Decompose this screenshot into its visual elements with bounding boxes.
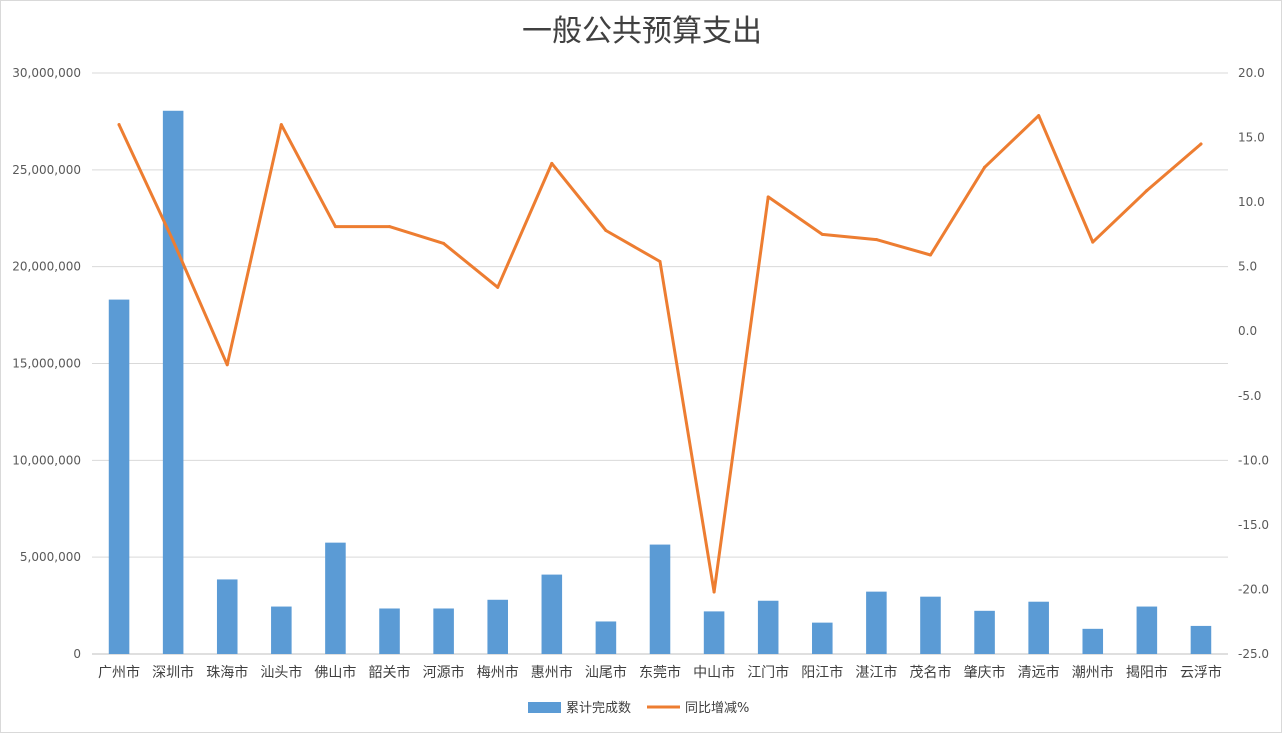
bar: [325, 542, 346, 654]
legend-bar-swatch: [528, 702, 561, 713]
line-point: [388, 225, 392, 229]
right-tick-label: 20.0: [1238, 66, 1265, 80]
line-point: [658, 260, 662, 264]
category-label: 茂名市: [909, 664, 951, 681]
category-label: 中山市: [693, 664, 735, 681]
bar: [757, 600, 779, 654]
right-tick-label: -10.0: [1238, 453, 1269, 467]
line-point: [117, 123, 121, 127]
bar: [1190, 625, 1212, 654]
line-point: [928, 253, 932, 257]
category-label: 清远市: [1018, 664, 1060, 681]
bar: [812, 622, 833, 654]
category-label: 汕头市: [260, 664, 302, 681]
category-label: 梅州市: [477, 664, 519, 681]
line-point: [1199, 142, 1203, 146]
bar: [1136, 606, 1158, 654]
line-point: [333, 225, 337, 229]
category-label: 阳江市: [801, 664, 843, 681]
line-point: [766, 195, 770, 199]
line-point: [820, 232, 824, 236]
bar: [162, 110, 184, 654]
category-label: 揭阳市: [1126, 664, 1168, 681]
line-point: [171, 239, 175, 243]
bar: [920, 596, 941, 654]
bar: [1082, 628, 1104, 654]
left-tick-label: 0: [73, 647, 81, 661]
left-tick-label: 30,000,000: [12, 66, 81, 80]
bar: [271, 606, 292, 654]
category-label: 深圳市: [152, 664, 194, 681]
bar: [433, 608, 454, 654]
left-tick-label: 25,000,000: [12, 163, 81, 177]
bar: [649, 544, 671, 654]
category-label: 韶关市: [369, 664, 411, 681]
chart-title: 一般公共预算支出: [522, 14, 762, 49]
left-tick-label: 5,000,000: [20, 550, 81, 564]
bar: [703, 611, 725, 654]
line-point: [874, 238, 878, 242]
left-tick-label: 20,000,000: [12, 260, 81, 274]
legend-line-label: 同比增减%: [685, 701, 749, 716]
legend: 累计完成数 同比增减%: [528, 701, 749, 716]
right-tick-label: 15.0: [1238, 131, 1265, 145]
line-point: [550, 161, 554, 165]
series-line: [117, 114, 1203, 594]
line-point: [1091, 240, 1095, 244]
category-labels: 广州市 深圳市 珠海市 汕头市 佛山市 韶关市 河源市 梅州市 惠州市 汕尾市 东莞市 中山市 江门市阳…: [98, 664, 1222, 681]
category-label: 惠州市: [531, 664, 573, 681]
line-point: [442, 241, 446, 245]
line-point: [1145, 188, 1149, 192]
bar: [974, 610, 995, 654]
category-label: 云浮市: [1180, 664, 1222, 681]
bar-series: [108, 110, 1212, 654]
left-tick-label: 15,000,000: [12, 357, 81, 371]
right-tick-label: 0.0: [1238, 324, 1257, 338]
bar: [108, 299, 130, 654]
category-label: 肇庆市: [964, 664, 1006, 681]
bar: [487, 599, 508, 654]
category-label: 江门市: [747, 664, 789, 681]
line-point: [983, 165, 987, 169]
legend-bar-label: 累计完成数: [566, 701, 631, 716]
line-series: [117, 114, 1203, 594]
right-tick-label: 10.0: [1238, 195, 1265, 209]
line-point: [279, 123, 283, 127]
bar: [866, 591, 887, 654]
right-axis-ticks: 20.0 15.0 10.0 5.0 0.0 -5.0 -10.0 -15.0 -20.0 -25…: [1238, 66, 1269, 661]
category-label: 佛山市: [314, 664, 356, 681]
left-tick-label: 10,000,000: [12, 453, 81, 467]
category-label: 潮州市: [1072, 664, 1114, 681]
right-tick-label: -5.0: [1238, 389, 1261, 403]
bar: [541, 574, 563, 654]
category-label: 河源市: [423, 664, 465, 681]
left-axis-ticks: 0 5,000,000 10,000,000 15,000,000 20,000,000…: [12, 66, 81, 661]
line-point: [496, 285, 500, 289]
line-point: [604, 229, 608, 233]
bar: [379, 608, 400, 654]
right-tick-label: -15.0: [1238, 518, 1269, 532]
category-label: 汕尾市: [585, 664, 627, 681]
right-tick-label: -20.0: [1238, 582, 1269, 596]
line-point: [1037, 114, 1041, 118]
bar: [216, 579, 238, 654]
category-label: 东莞市: [639, 664, 681, 681]
bar: [1028, 601, 1049, 654]
line-point: [225, 363, 229, 367]
right-tick-label: 5.0: [1238, 260, 1257, 274]
right-tick-label: -25.0: [1238, 647, 1269, 661]
category-label: 珠海市: [206, 664, 248, 681]
category-label: 湛江市: [855, 664, 897, 681]
category-label: 广州市: [98, 664, 140, 681]
bar: [595, 621, 617, 654]
line-point: [712, 590, 716, 594]
